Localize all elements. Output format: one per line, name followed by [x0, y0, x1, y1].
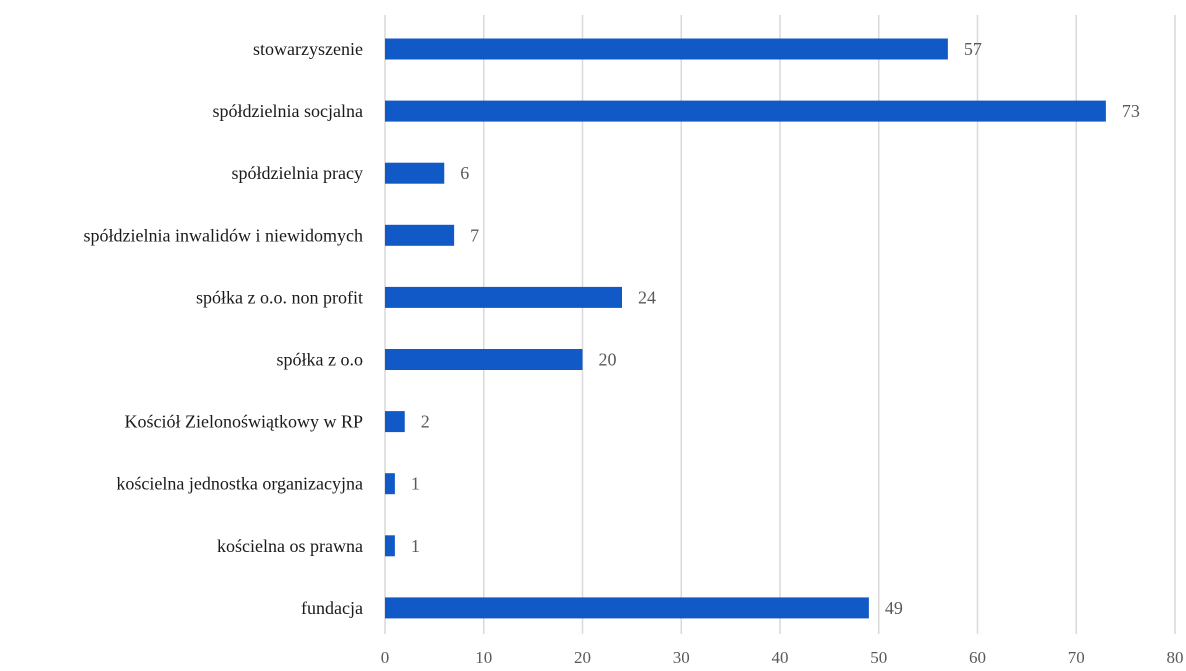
x-tick-label: 20 — [574, 648, 591, 667]
x-tick-label: 70 — [1068, 648, 1085, 667]
value-labels: 57 73 6 7 24 20 2 1 1 49 — [411, 39, 1140, 618]
bar — [385, 224, 455, 246]
value-label: 2 — [421, 412, 430, 432]
category-label: spółdzielnia socjalna — [213, 101, 363, 121]
x-tick-label: 80 — [1167, 648, 1184, 667]
bar — [385, 535, 395, 557]
value-label: 49 — [885, 598, 903, 618]
category-labels: stowarzyszenie spółdzielnia socjalna spółd… — [84, 39, 363, 618]
category-label: spółka z o.o. non profit — [196, 287, 363, 307]
value-label: 57 — [964, 39, 982, 59]
x-tick-label: 30 — [673, 648, 690, 667]
category-label: spółdzielnia inwalidów i niewidomych — [84, 225, 363, 245]
value-label: 7 — [470, 225, 479, 245]
category-label: spółdzielnia pracy — [232, 163, 363, 183]
x-tick-label: 0 — [381, 648, 390, 667]
value-label: 24 — [638, 287, 656, 307]
value-label: 1 — [411, 536, 420, 556]
x-tick-label: 40 — [772, 648, 789, 667]
x-tick-label: 10 — [475, 648, 492, 667]
bar — [385, 38, 948, 60]
category-label: stowarzyszenie — [253, 39, 363, 59]
value-label: 1 — [411, 474, 420, 494]
bar — [385, 349, 583, 370]
bar-layer — [385, 38, 1106, 619]
x-axis-ticks: 0 10 20 30 40 50 60 70 80 — [381, 648, 1184, 667]
category-label: fundacja — [301, 598, 363, 618]
bar — [385, 411, 405, 433]
x-tick-label: 60 — [969, 648, 986, 667]
category-label: spółka z o.o — [277, 350, 363, 370]
value-label: 20 — [599, 350, 617, 370]
category-label: kościelna os prawna — [217, 536, 363, 556]
category-label: Kościół Zielonoświątkowy w RP — [125, 412, 364, 432]
value-label: 73 — [1122, 101, 1140, 121]
bar — [385, 162, 445, 184]
value-label: 6 — [460, 163, 469, 183]
x-tick-label: 50 — [870, 648, 887, 667]
bar — [385, 100, 1106, 122]
category-label: kościelna jednostka organizacyjna — [116, 474, 363, 494]
bar — [385, 286, 622, 308]
bar — [385, 473, 395, 495]
bar — [385, 597, 869, 619]
